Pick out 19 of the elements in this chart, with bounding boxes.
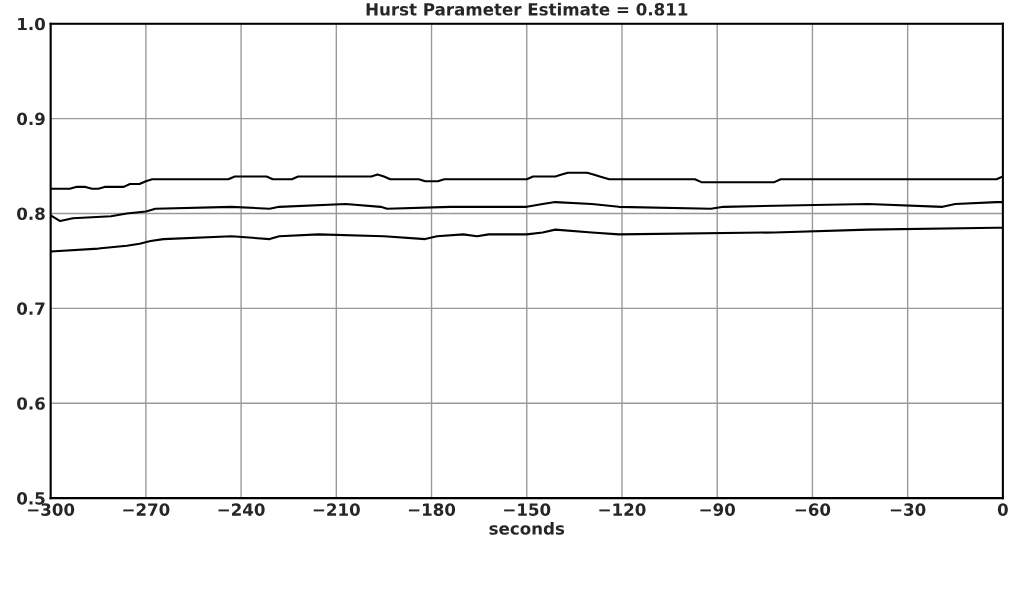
x-tick-label: −150: [504, 503, 551, 516]
x-tick-label: −120: [599, 503, 646, 516]
x-axis-title: seconds: [489, 521, 565, 535]
x-tick-label: −300: [28, 503, 75, 516]
x-tick-label: −90: [700, 503, 735, 516]
x-tick-label: −240: [218, 503, 265, 516]
y-tick-label: 0.7: [17, 302, 45, 315]
x-tick-label: −210: [313, 503, 360, 516]
x-tick-label: −180: [408, 503, 456, 516]
x-tick-label: −60: [795, 503, 831, 516]
y-tick-label: 0.9: [17, 112, 45, 126]
y-tick-label: 0.8: [17, 207, 45, 221]
y-tick-label: 1.0: [18, 17, 45, 31]
x-tick-label: 0: [997, 503, 1008, 516]
chart-title: Hurst Parameter Estimate = 0.811: [366, 2, 688, 16]
x-tick-label: −30: [890, 503, 926, 516]
x-tick-label: −270: [123, 503, 170, 516]
y-tick-label: 0.5: [17, 492, 45, 505]
y-tick-label: 0.6: [17, 397, 45, 410]
